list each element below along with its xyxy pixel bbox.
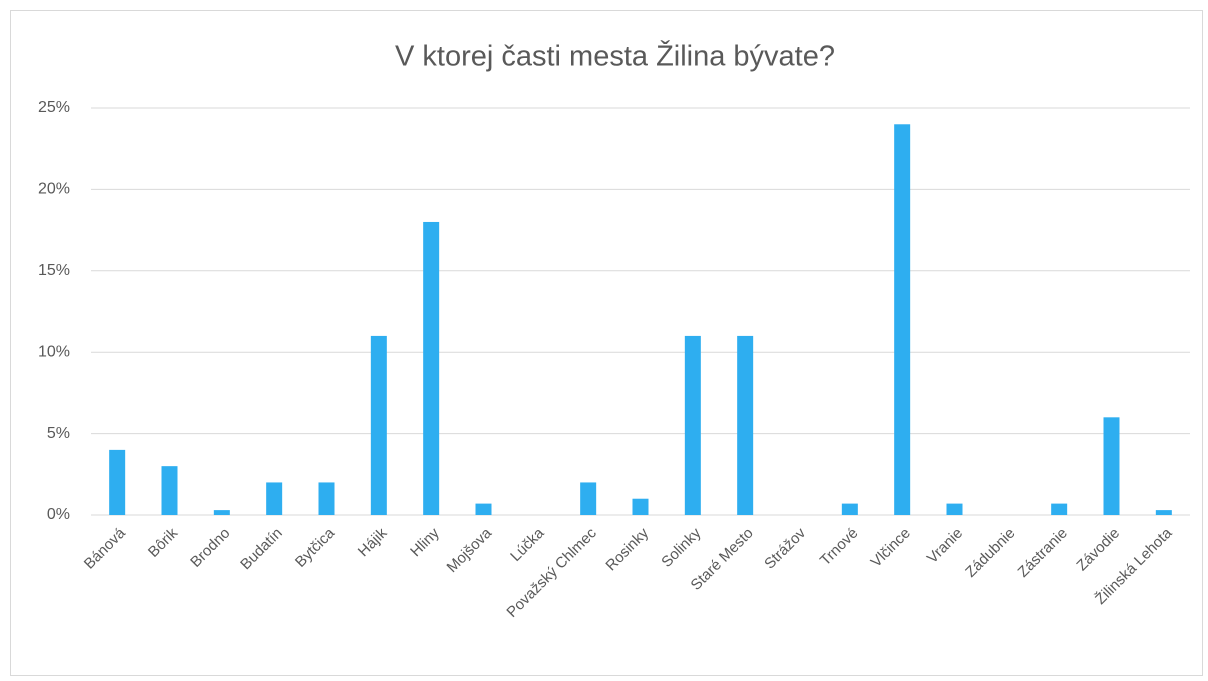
bar	[318, 482, 335, 515]
bar	[1051, 503, 1068, 515]
bar	[894, 124, 911, 515]
bar	[109, 449, 126, 515]
bar	[632, 498, 649, 515]
bar	[213, 510, 230, 515]
y-tick-label: 20%	[38, 181, 70, 198]
bar	[737, 335, 754, 515]
chart-border	[10, 10, 1203, 676]
bar	[475, 503, 492, 515]
bar	[684, 335, 701, 515]
bar	[370, 335, 387, 515]
y-tick-label: 10%	[38, 343, 70, 360]
bar	[161, 466, 178, 515]
bar	[580, 482, 597, 515]
y-tick-label: 5%	[47, 425, 70, 442]
bar	[1155, 510, 1172, 515]
y-tick-label: 0%	[47, 506, 70, 523]
bar	[946, 503, 963, 515]
bar	[1103, 417, 1120, 515]
y-tick-label: 25%	[38, 99, 70, 116]
bar	[266, 482, 283, 515]
bar	[841, 503, 858, 515]
bar	[423, 221, 440, 515]
chart-title: V ktorej časti mesta Žilina bývate?	[395, 40, 835, 73]
y-tick-label: 15%	[38, 262, 70, 279]
